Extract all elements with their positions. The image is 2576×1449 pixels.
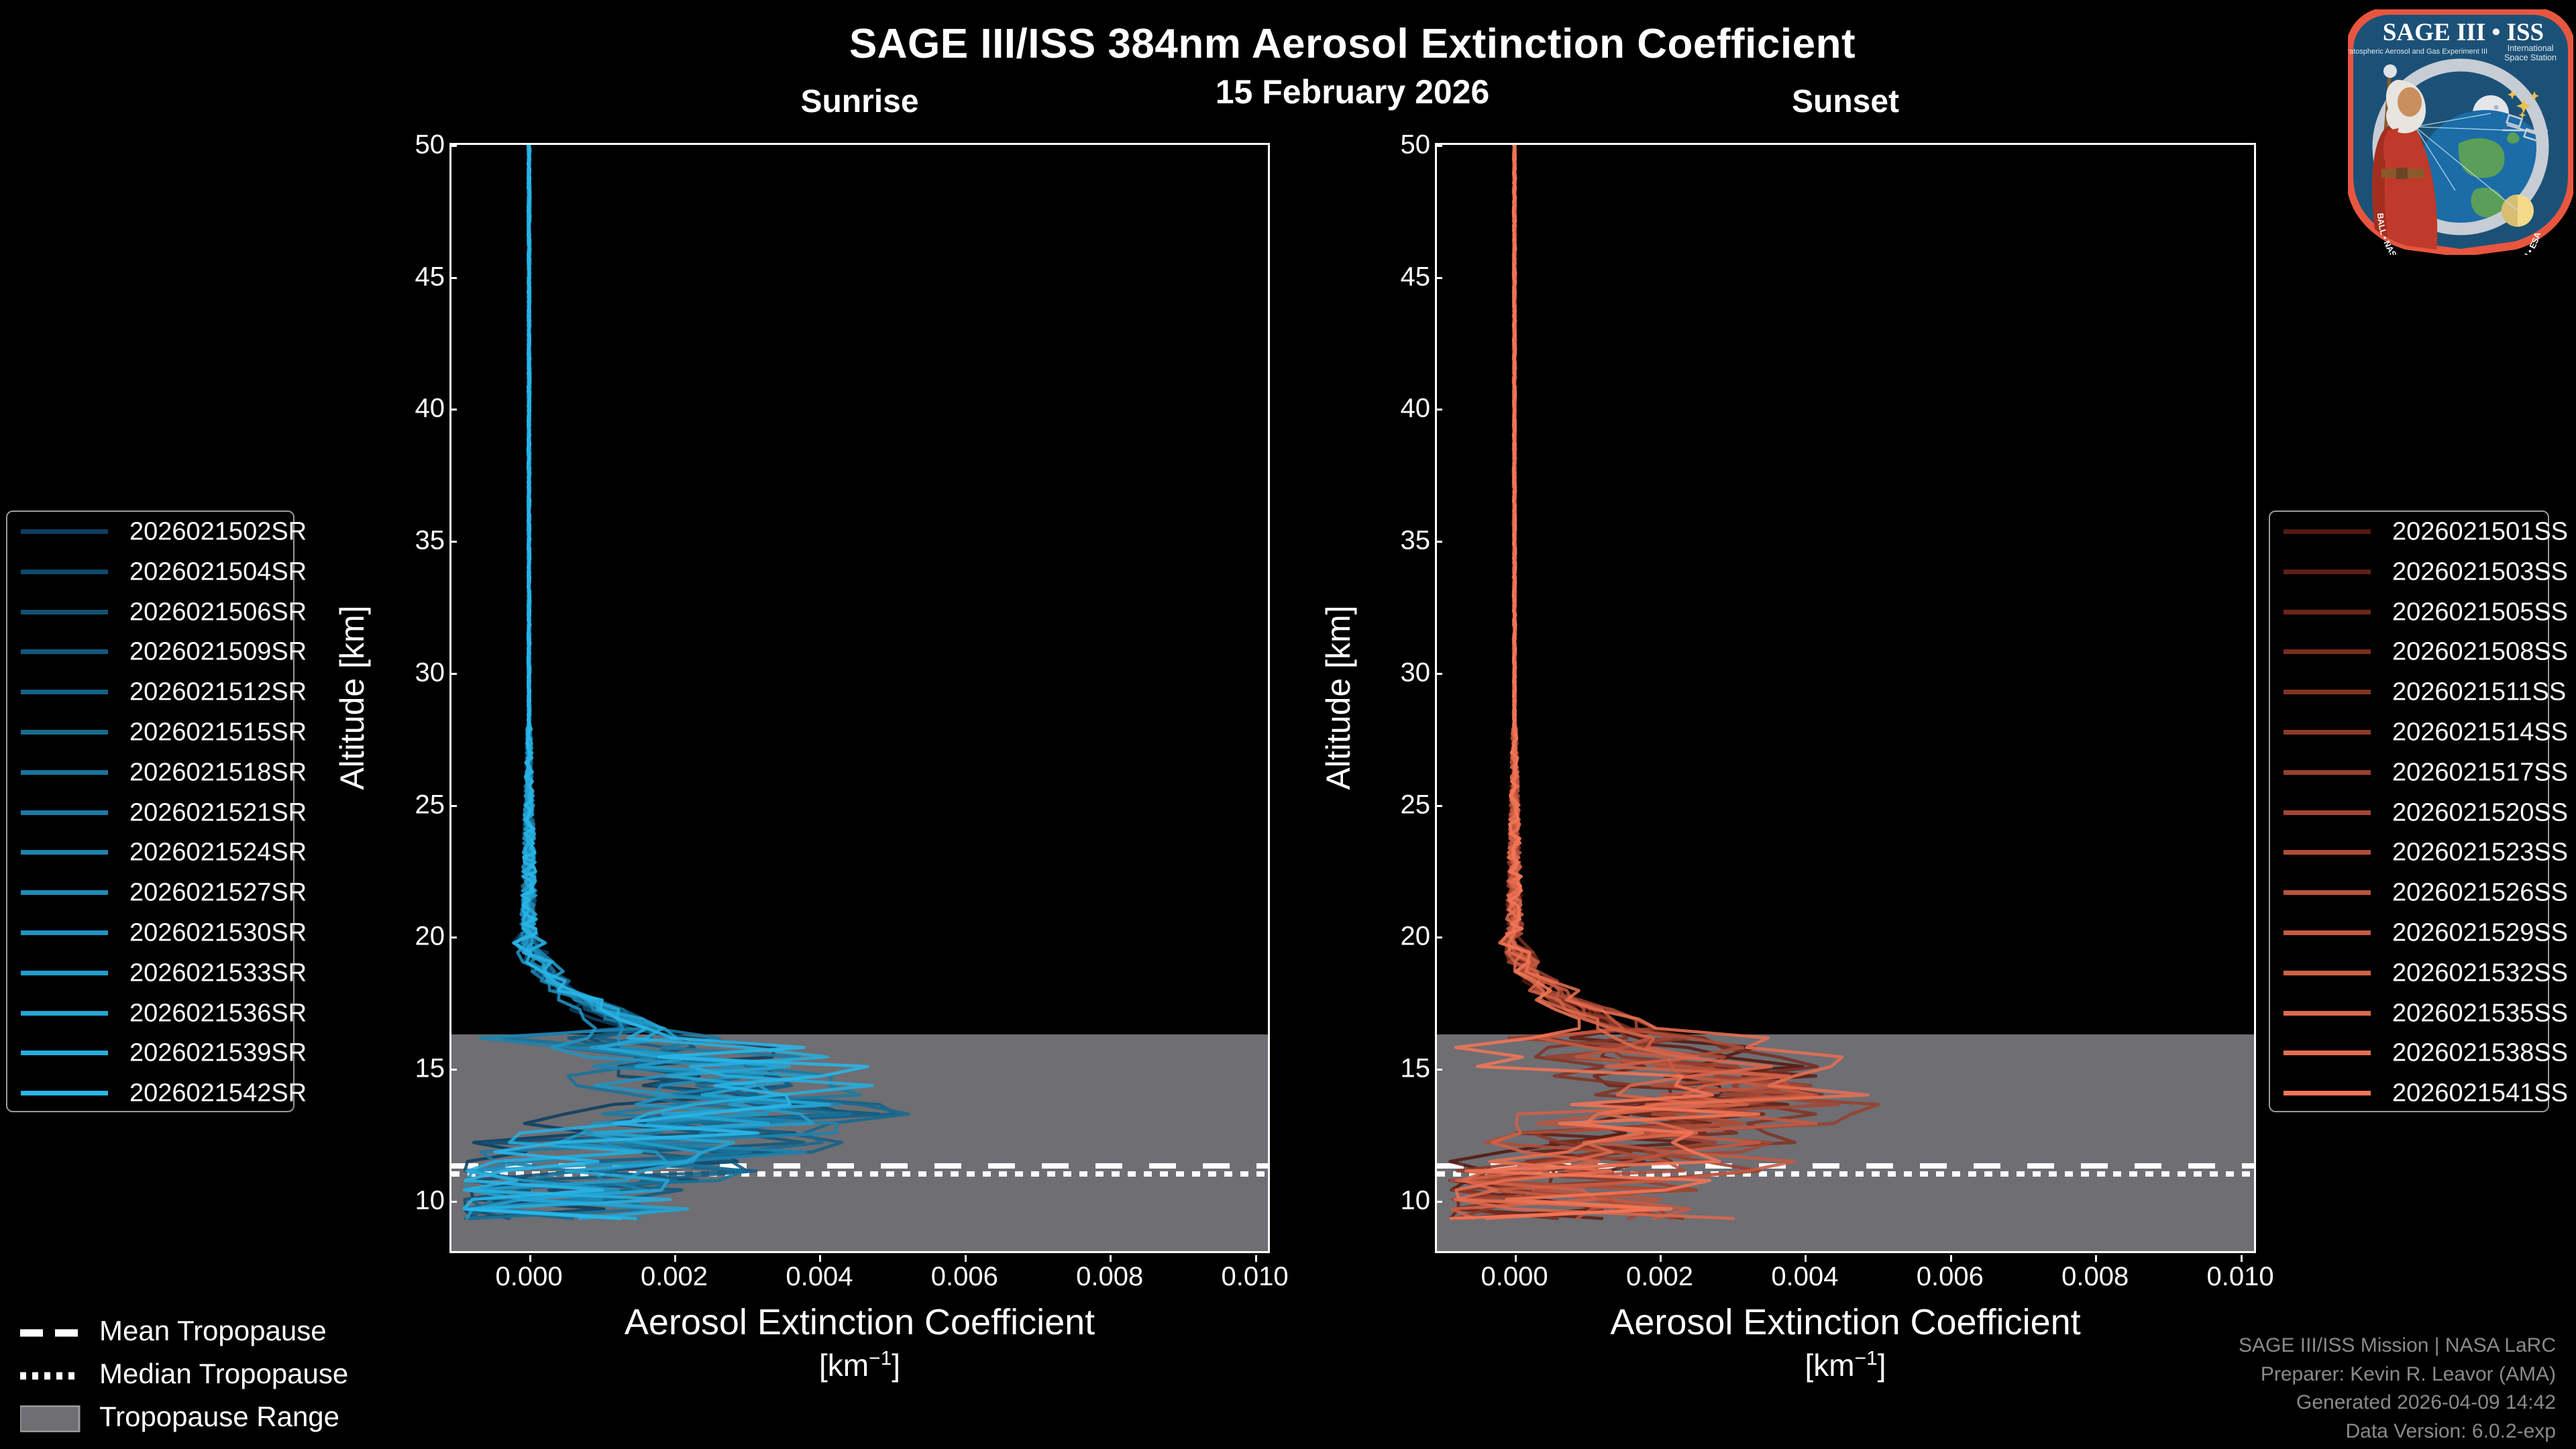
svg-text:International: International [2508, 44, 2554, 53]
svg-text:Stratospheric Aerosol and Gas: Stratospheric Aerosol and Gas Experiment… [2348, 48, 2487, 56]
svg-text:Space Station: Space Station [2504, 53, 2557, 62]
svg-text:SAGE III • ISS: SAGE III • ISS [2383, 19, 2544, 46]
